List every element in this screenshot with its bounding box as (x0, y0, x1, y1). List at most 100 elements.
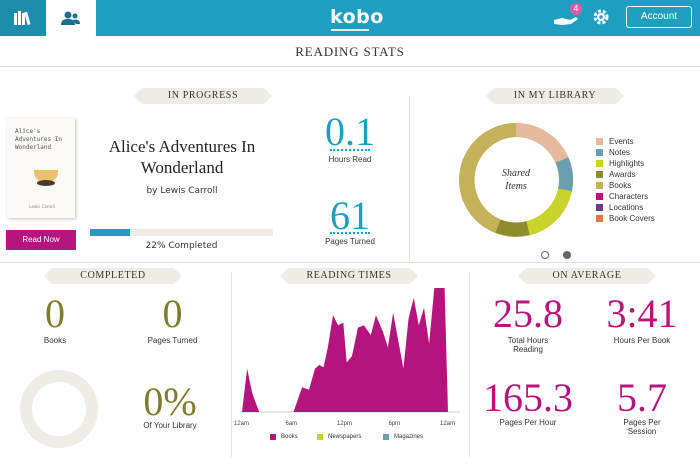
pages-per-session-value: 5.7 (617, 375, 667, 420)
pages-per-session-label: Pages Per Session (623, 418, 661, 436)
chart-legend-label: Magazines (394, 434, 424, 440)
read-now-button[interactable]: Read Now (6, 230, 76, 250)
library-ribbon: IN MY LIBRARY (486, 88, 624, 104)
gear-icon (593, 9, 609, 25)
legend-item-awards: Awards (596, 169, 655, 180)
settings-button[interactable] (592, 8, 610, 26)
completed-ring (20, 370, 98, 448)
legend-item-events: Events (596, 136, 655, 147)
legend-swatch (596, 149, 603, 156)
library-icon (14, 11, 31, 26)
teacup-illustration (34, 170, 58, 182)
reading-times-ribbon: READING TIMES (280, 268, 418, 284)
x-tick-label: 6am (285, 421, 298, 427)
legend-swatch (596, 204, 603, 211)
teacup-saucer (37, 180, 55, 186)
top-nav-bar: kobo 4 Account (0, 0, 700, 43)
book-title: Alice's Adventures In Wonderland (108, 137, 256, 177)
cover-title: Alice's Adventures In Wonderland (15, 128, 62, 151)
row-divider (0, 262, 700, 263)
donut-segment-awards (495, 219, 530, 237)
progress-bar (90, 229, 273, 236)
account-button[interactable]: Account (626, 6, 692, 28)
hours-per-book-label: Hours Per Book (613, 336, 671, 345)
kobo-logo: kobo (330, 6, 384, 28)
legend-label: Locations (609, 203, 644, 212)
pages-per-hour-label: Pages Per Hour (499, 418, 557, 427)
donut-segment-highlights (526, 188, 572, 235)
library-tab[interactable] (0, 0, 46, 36)
people-icon (61, 11, 80, 25)
section-divider-2 (231, 272, 232, 457)
legend-swatch (596, 171, 603, 178)
hours-read-label: Hours Read (328, 155, 372, 164)
completed-percent-label: Of Your Library (143, 421, 197, 430)
legend-swatch (596, 193, 603, 200)
title-divider (0, 66, 700, 67)
legend-swatch (596, 182, 603, 189)
legend-label: Awards (609, 170, 636, 179)
legend-label: Books (609, 181, 632, 190)
legend-swatch (596, 160, 603, 167)
legend-label: Characters (609, 192, 649, 201)
donut-segment-books (460, 123, 517, 233)
total-hours-value: 25.8 (493, 291, 563, 336)
pages-turned-label: Pages Turned (325, 237, 375, 246)
in-progress-ribbon: IN PROGRESS (134, 88, 272, 104)
x-tick-label: 12am (234, 421, 250, 427)
progress-bar-fill (90, 229, 131, 236)
reading-life-tab[interactable] (46, 0, 96, 43)
legend-item-highlights: Highlights (596, 158, 655, 169)
notification-badge: 4 (570, 3, 582, 15)
book-author: by Lewis Carroll (146, 186, 218, 196)
pages-turned-underline (330, 232, 370, 235)
book-cover[interactable]: Alice's Adventures In Wonderland Lewis C… (7, 118, 75, 218)
legend-swatch (596, 215, 603, 222)
legend-item-books: Books (596, 180, 655, 191)
pages-turned-value: 61 (330, 193, 370, 238)
books-area-series (242, 288, 448, 412)
pager-dot-1[interactable] (541, 251, 549, 259)
notifications-button[interactable] (552, 8, 580, 30)
donut-center-label-2: Items (504, 181, 527, 192)
completed-books-label: Books (43, 336, 67, 345)
x-tick-label: 12pm (337, 421, 353, 427)
section-divider-3 (469, 272, 470, 457)
x-tick-label: 6pm (388, 421, 401, 427)
reading-times-chart[interactable] (236, 284, 464, 420)
donut-segment-events (515, 122, 569, 164)
page-title: READING STATS (295, 44, 405, 59)
on-average-ribbon: ON AVERAGE (518, 268, 656, 284)
legend-item-locations: Locations (596, 202, 655, 213)
legend-item-notes: Notes (596, 147, 655, 158)
hours-read-value: 0.1 (325, 109, 375, 154)
chart-legend-label: Newspapers (328, 434, 362, 440)
legend-label: Events (609, 137, 634, 146)
pages-per-hour-value: 165.3 (483, 375, 573, 420)
logo-underline (331, 29, 369, 31)
completed-ribbon: COMPLETED (44, 268, 182, 284)
completed-percent-value: 0% (143, 379, 197, 424)
chart-legend-magazines: Magazines (383, 434, 423, 440)
legend-item-book-covers: Book Covers (596, 213, 655, 224)
legend-label: Notes (609, 148, 630, 157)
library-donut-chart[interactable]: Shared Items (456, 120, 576, 240)
progress-text: 22% Completed (145, 241, 218, 251)
chart-legend-swatch (270, 434, 276, 440)
legend-label: Book Covers (609, 214, 655, 223)
section-divider (409, 96, 410, 261)
hours-read-underline (330, 149, 370, 152)
chart-legend-books: Books (270, 434, 298, 440)
total-hours-label: Total Hours Reading (507, 336, 549, 354)
library-legend: Events Notes Highlights Awards Books Characte… (596, 136, 655, 224)
pager-dot-2[interactable] (563, 251, 571, 259)
donut-center-label: Shared (502, 168, 531, 179)
x-tick-label: 12am (440, 421, 456, 427)
completed-pages-value: 0 (162, 291, 183, 336)
legend-item-characters: Characters (596, 191, 655, 202)
completed-pages-label: Pages Turned (147, 336, 198, 345)
hours-per-book-value: 3:41 (606, 291, 678, 336)
cover-author: Lewis Carroll (29, 204, 55, 209)
legend-label: Highlights (609, 159, 645, 168)
legend-swatch (596, 138, 603, 145)
